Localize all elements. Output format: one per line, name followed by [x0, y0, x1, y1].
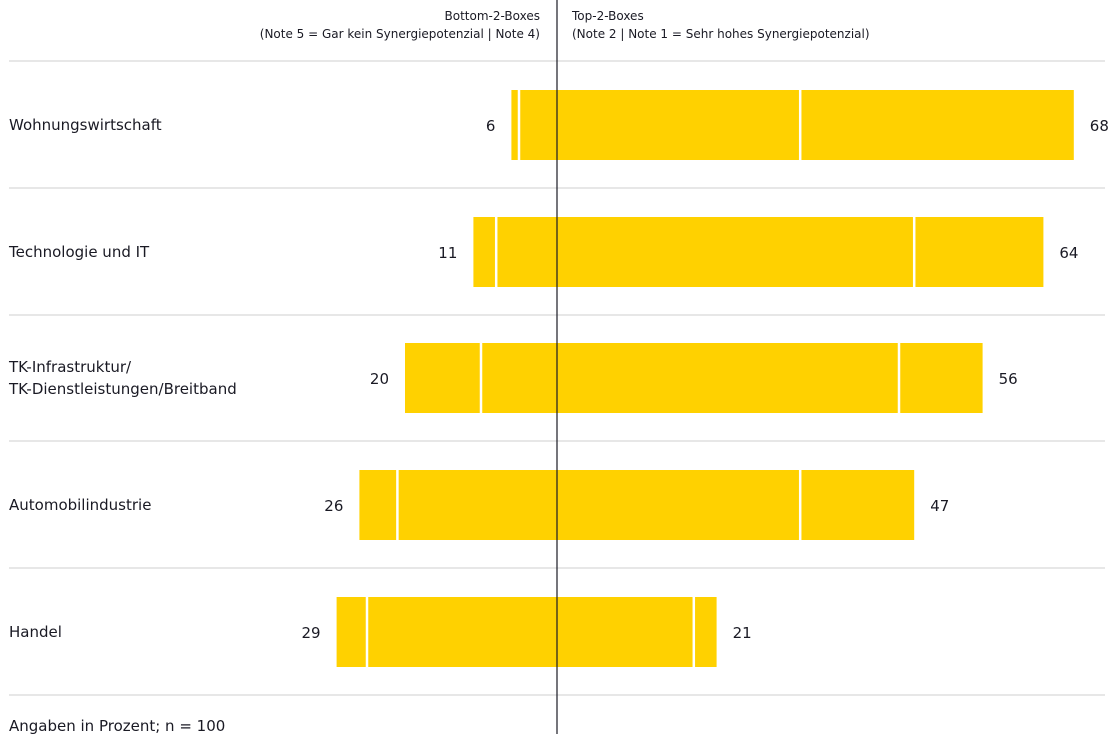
top2-value-label: 47: [930, 497, 949, 515]
bottom2-bar: [336, 597, 557, 667]
top2-bar: [557, 597, 717, 667]
category-label: Automobilindustrie: [9, 496, 151, 514]
bottom2-value-label: 11: [438, 244, 457, 262]
top2-bar: [557, 217, 1044, 287]
category-label: Technologie und IT: [8, 243, 150, 261]
category-label: Handel: [9, 623, 62, 641]
footnote: Angaben in Prozent; n = 100: [9, 717, 225, 734]
header-left-line1: Bottom-2-Boxes: [445, 9, 540, 23]
bottom2-value-label: 26: [324, 497, 343, 515]
top2-value-label: 21: [733, 624, 752, 642]
header-right-line1: Top-2-Boxes: [571, 9, 644, 23]
bottom2-value-label: 6: [486, 117, 496, 135]
top2-bar: [557, 343, 983, 413]
header-right-line2: (Note 2 | Note 1 = Sehr hohes Synergiepo…: [572, 27, 870, 41]
category-label: TK-Infrastruktur/: [8, 358, 132, 376]
top2-value-label: 68: [1090, 117, 1109, 135]
top2-bar: [557, 90, 1074, 160]
bottom2-value-label: 20: [370, 370, 389, 388]
labels: Wohnungswirtschaft 6 68 Technologie und IT 1…: [8, 116, 1109, 642]
bottom2-bar: [359, 470, 557, 540]
top2-bar: [557, 470, 915, 540]
bars: [336, 90, 1074, 667]
category-label: TK-Dienstleistungen/Breitband: [8, 380, 237, 398]
bottom2-value-label: 29: [302, 624, 321, 642]
top2-value-label: 64: [1059, 244, 1078, 262]
bottom2-bar: [473, 217, 557, 287]
header-left-line2: (Note 5 = Gar kein Synergiepotenzial | N…: [260, 27, 540, 41]
category-label: Wohnungswirtschaft: [9, 116, 162, 134]
top2-value-label: 56: [999, 370, 1018, 388]
